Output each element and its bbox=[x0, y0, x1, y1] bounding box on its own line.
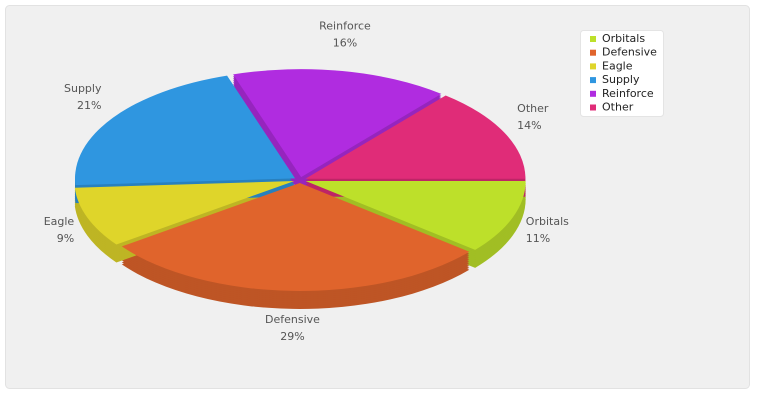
slice bbox=[74, 180, 295, 245]
legend-label: Eagle bbox=[602, 59, 633, 72]
slice-label: Supply bbox=[64, 82, 102, 95]
slice bbox=[305, 180, 526, 250]
legend-swatch bbox=[590, 90, 596, 97]
slice-value-label: 21% bbox=[77, 99, 101, 112]
legend-box bbox=[580, 30, 664, 117]
legend: OrbitalsDefensiveEagleSupplyReinforceOth… bbox=[590, 32, 657, 114]
pie: Orbitals 11% Defensive 29% Eagle 9% Supply 21% R… bbox=[44, 20, 569, 343]
slice-label: Reinforce bbox=[319, 20, 371, 33]
slice bbox=[233, 69, 442, 178]
legend-label: Orbitals bbox=[602, 32, 645, 45]
legend-label: Defensive bbox=[602, 46, 657, 59]
slice bbox=[121, 182, 470, 291]
legend-swatch bbox=[590, 77, 596, 84]
slice-label: Eagle bbox=[44, 215, 75, 228]
legend-label: Reinforce bbox=[602, 87, 654, 100]
slice-value-label: 9% bbox=[57, 232, 74, 245]
slice-label: Other bbox=[517, 102, 549, 115]
slice-value-label: 11% bbox=[526, 232, 550, 245]
slice-value-label: 16% bbox=[333, 37, 357, 50]
legend-swatch bbox=[590, 104, 596, 111]
slice bbox=[305, 95, 526, 179]
legend-swatch bbox=[590, 63, 596, 70]
slice bbox=[75, 75, 296, 186]
slice-value-label: 14% bbox=[517, 119, 541, 132]
legend-swatch bbox=[590, 49, 596, 56]
legend-swatch bbox=[590, 36, 596, 42]
legend-label: Other bbox=[602, 101, 634, 114]
slice-label: Orbitals bbox=[526, 215, 569, 228]
slice-label: Defensive bbox=[265, 313, 320, 326]
legend-label: Supply bbox=[602, 73, 640, 86]
slice-value-label: 29% bbox=[280, 330, 304, 343]
